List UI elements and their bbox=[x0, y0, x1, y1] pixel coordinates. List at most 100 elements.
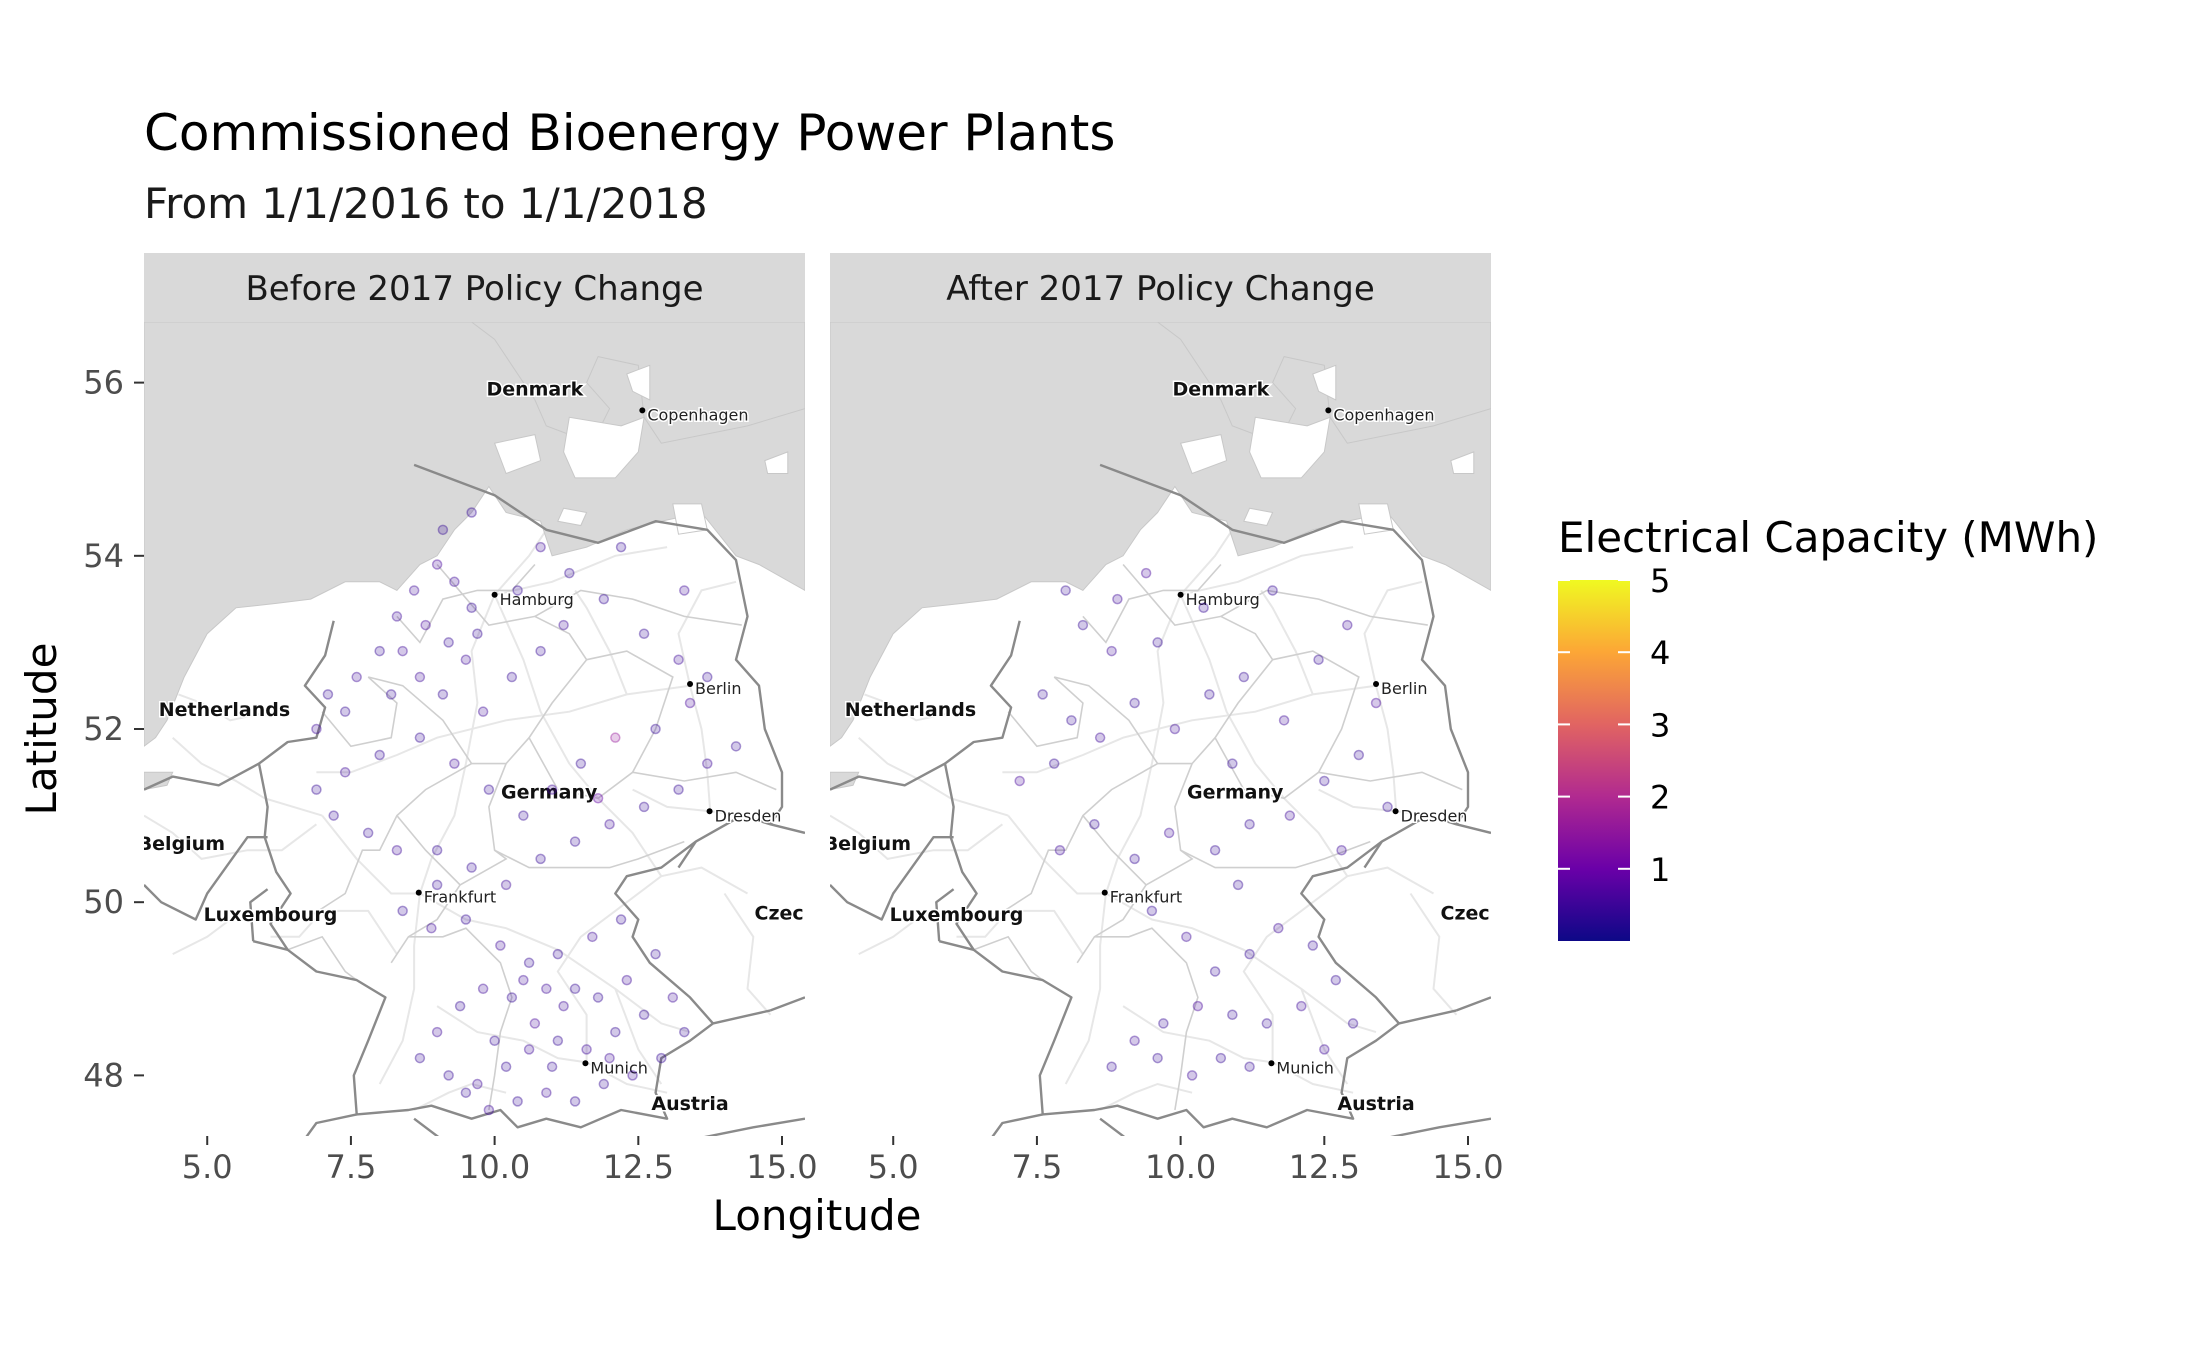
legend-ticks: 5 4 3 2 1 bbox=[1558, 562, 1670, 889]
plant-point bbox=[391, 611, 403, 622]
country-label: Denmark bbox=[1172, 379, 1269, 401]
road-line bbox=[632, 788, 748, 817]
plant-point bbox=[437, 524, 449, 536]
country-label: Czec bbox=[755, 903, 804, 925]
plant-point bbox=[477, 983, 489, 995]
road-line bbox=[144, 814, 318, 860]
plant-point bbox=[679, 1026, 690, 1038]
plant-point bbox=[512, 585, 523, 596]
sea-area bbox=[1156, 322, 1491, 444]
state-border bbox=[408, 927, 513, 1111]
plant-point bbox=[500, 879, 512, 891]
country-label: Netherlands bbox=[159, 699, 290, 721]
plant-point bbox=[679, 585, 690, 596]
state-border bbox=[1220, 589, 1428, 626]
x-tick-label: 7.5 bbox=[325, 1148, 376, 1186]
plant-point bbox=[1347, 1018, 1359, 1029]
plant-point bbox=[523, 957, 535, 969]
road-line bbox=[172, 736, 323, 817]
plant-point bbox=[460, 914, 472, 925]
city-dot bbox=[1268, 1060, 1275, 1067]
plant-point bbox=[414, 671, 426, 683]
city-label: Frankfurt bbox=[424, 888, 496, 907]
city-label: Dresden bbox=[1401, 806, 1468, 825]
plant-point bbox=[592, 992, 604, 1003]
state-border bbox=[973, 935, 1044, 981]
city-dot bbox=[639, 407, 646, 414]
country-border bbox=[1456, 823, 1491, 835]
plant-point bbox=[362, 827, 374, 839]
plant-point bbox=[489, 1035, 500, 1046]
plant-point bbox=[621, 974, 633, 986]
plant-point bbox=[627, 1070, 638, 1081]
plant-point bbox=[1319, 1044, 1330, 1055]
panel-strip bbox=[144, 253, 805, 322]
plant-point bbox=[1370, 697, 1382, 709]
chart-title: Commissioned Bioenergy Power Plants bbox=[144, 104, 1115, 162]
plant-point bbox=[1129, 1035, 1140, 1046]
state-border bbox=[396, 563, 536, 644]
state-border bbox=[1174, 763, 1371, 869]
plant-point bbox=[1307, 940, 1319, 951]
country-label: Denmark bbox=[486, 379, 583, 401]
plant-point bbox=[1215, 1052, 1227, 1064]
plant-point bbox=[592, 793, 604, 804]
plant-point bbox=[1244, 1061, 1255, 1072]
plant-point bbox=[1169, 723, 1181, 735]
city-dot bbox=[582, 1060, 589, 1067]
country-border bbox=[943, 463, 1470, 1129]
plant-point bbox=[460, 654, 472, 665]
country-border bbox=[1099, 1117, 1491, 1136]
plant-point bbox=[615, 541, 627, 553]
plant-point bbox=[552, 1035, 564, 1046]
plant-point bbox=[449, 576, 460, 588]
plant-point bbox=[535, 853, 546, 865]
plant-point bbox=[1209, 844, 1221, 856]
legend-label: 4 bbox=[1650, 634, 1670, 672]
road-line bbox=[178, 693, 271, 722]
road-line bbox=[494, 546, 668, 596]
country-border bbox=[770, 996, 805, 1012]
city-label: Hamburg bbox=[500, 590, 574, 609]
plant-point bbox=[426, 922, 437, 934]
y-axis-title: Latitude bbox=[17, 643, 66, 816]
state-border bbox=[321, 676, 398, 748]
road-line bbox=[1409, 892, 1458, 1016]
plant-point bbox=[431, 559, 443, 570]
road-line bbox=[864, 693, 957, 722]
state-border bbox=[1076, 815, 1148, 964]
plant-point bbox=[1330, 974, 1342, 986]
island bbox=[764, 451, 789, 474]
plant-point bbox=[564, 567, 575, 579]
road-line bbox=[574, 589, 628, 695]
island bbox=[493, 434, 542, 475]
sea-area bbox=[470, 322, 805, 444]
plant-point bbox=[1192, 1000, 1204, 1012]
road-line bbox=[689, 685, 712, 812]
y-tick-label: 52 bbox=[83, 710, 124, 748]
x-tick-label: 5.0 bbox=[182, 1148, 233, 1186]
plant-point bbox=[391, 844, 403, 856]
plant-point bbox=[1146, 905, 1158, 917]
road-line bbox=[677, 580, 737, 686]
plant-point bbox=[518, 974, 529, 986]
state-border bbox=[488, 763, 685, 869]
plant-point bbox=[1094, 732, 1106, 743]
plant-point bbox=[1284, 810, 1296, 821]
y-tick-label: 56 bbox=[83, 364, 124, 402]
plant-point bbox=[408, 585, 420, 596]
plant-point bbox=[610, 1026, 621, 1038]
plant-point bbox=[311, 723, 322, 735]
state-border bbox=[534, 589, 742, 626]
panel-strip bbox=[830, 253, 1491, 322]
legend-title: Electrical Capacity (MWh) bbox=[1558, 513, 2098, 562]
plant-point bbox=[460, 1087, 472, 1098]
plant-point bbox=[495, 940, 506, 951]
plant-point bbox=[1296, 1000, 1307, 1012]
y-tick-label: 48 bbox=[83, 1056, 124, 1094]
plant-point bbox=[1198, 602, 1209, 614]
city-label: Berlin bbox=[1381, 679, 1427, 698]
plant-point bbox=[1054, 844, 1066, 856]
plant-point bbox=[374, 645, 385, 657]
plant-point bbox=[339, 767, 351, 778]
